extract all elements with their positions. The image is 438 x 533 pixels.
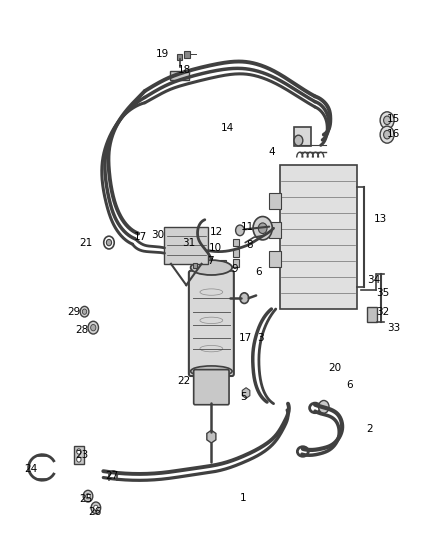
Text: 23: 23: [75, 450, 88, 460]
Text: 14: 14: [221, 123, 234, 133]
Bar: [269, 193, 282, 209]
Ellipse shape: [191, 260, 232, 275]
Text: 19: 19: [155, 49, 169, 59]
Text: 21: 21: [79, 238, 92, 247]
Circle shape: [380, 112, 394, 129]
Bar: [269, 222, 282, 238]
Text: 15: 15: [387, 114, 400, 124]
Text: 26: 26: [88, 507, 101, 517]
Text: 28: 28: [75, 325, 88, 335]
Circle shape: [384, 131, 391, 139]
Circle shape: [82, 309, 87, 314]
Text: 35: 35: [376, 288, 389, 298]
Text: 27: 27: [106, 472, 119, 481]
Bar: [280, 165, 357, 309]
Bar: [294, 127, 311, 146]
Circle shape: [236, 225, 244, 236]
Bar: [367, 308, 377, 322]
Circle shape: [80, 306, 89, 317]
Circle shape: [91, 325, 96, 331]
Text: 22: 22: [177, 376, 191, 386]
Text: 3: 3: [257, 333, 264, 343]
Bar: [233, 239, 239, 246]
Circle shape: [88, 321, 99, 334]
FancyBboxPatch shape: [194, 369, 229, 405]
Text: 9: 9: [231, 264, 237, 274]
Text: 4: 4: [268, 147, 275, 157]
Bar: [193, 263, 197, 268]
Text: 1: 1: [240, 492, 246, 503]
Ellipse shape: [191, 366, 232, 376]
Text: 12: 12: [210, 227, 223, 237]
Text: 13: 13: [374, 214, 387, 224]
Text: 34: 34: [367, 275, 381, 285]
Circle shape: [77, 449, 81, 454]
Circle shape: [318, 400, 329, 413]
Text: 17: 17: [239, 333, 252, 343]
Text: 6: 6: [346, 379, 353, 390]
Text: 20: 20: [328, 362, 341, 373]
Bar: [177, 54, 182, 60]
Text: 11: 11: [241, 222, 254, 232]
Text: 5: 5: [240, 392, 246, 402]
Text: 25: 25: [79, 494, 92, 504]
Bar: [233, 259, 239, 266]
Circle shape: [77, 457, 81, 462]
Circle shape: [94, 505, 98, 511]
Circle shape: [86, 494, 90, 499]
Circle shape: [240, 293, 249, 303]
Bar: [164, 227, 208, 264]
Text: 7: 7: [207, 256, 214, 266]
Text: 16: 16: [387, 128, 400, 139]
Circle shape: [83, 490, 93, 502]
Bar: [233, 249, 239, 257]
Bar: [170, 71, 189, 80]
Text: 29: 29: [67, 306, 80, 317]
Text: 18: 18: [177, 65, 191, 75]
Text: 8: 8: [246, 240, 253, 250]
Text: 32: 32: [376, 306, 389, 317]
Text: 24: 24: [25, 464, 38, 473]
Circle shape: [384, 116, 391, 125]
Text: 6: 6: [255, 267, 261, 277]
Text: 17: 17: [134, 232, 147, 243]
Circle shape: [258, 223, 267, 233]
Bar: [74, 446, 84, 464]
Bar: [184, 51, 190, 58]
Bar: [220, 260, 226, 266]
Circle shape: [253, 216, 272, 240]
Text: 2: 2: [366, 424, 373, 434]
Circle shape: [294, 135, 303, 146]
Circle shape: [91, 502, 101, 514]
Text: 33: 33: [387, 322, 400, 333]
Text: 31: 31: [182, 238, 195, 247]
Circle shape: [380, 126, 394, 143]
FancyBboxPatch shape: [189, 271, 234, 376]
Bar: [269, 251, 282, 266]
Text: 10: 10: [209, 243, 222, 253]
Circle shape: [106, 239, 112, 246]
Text: 30: 30: [151, 230, 164, 240]
